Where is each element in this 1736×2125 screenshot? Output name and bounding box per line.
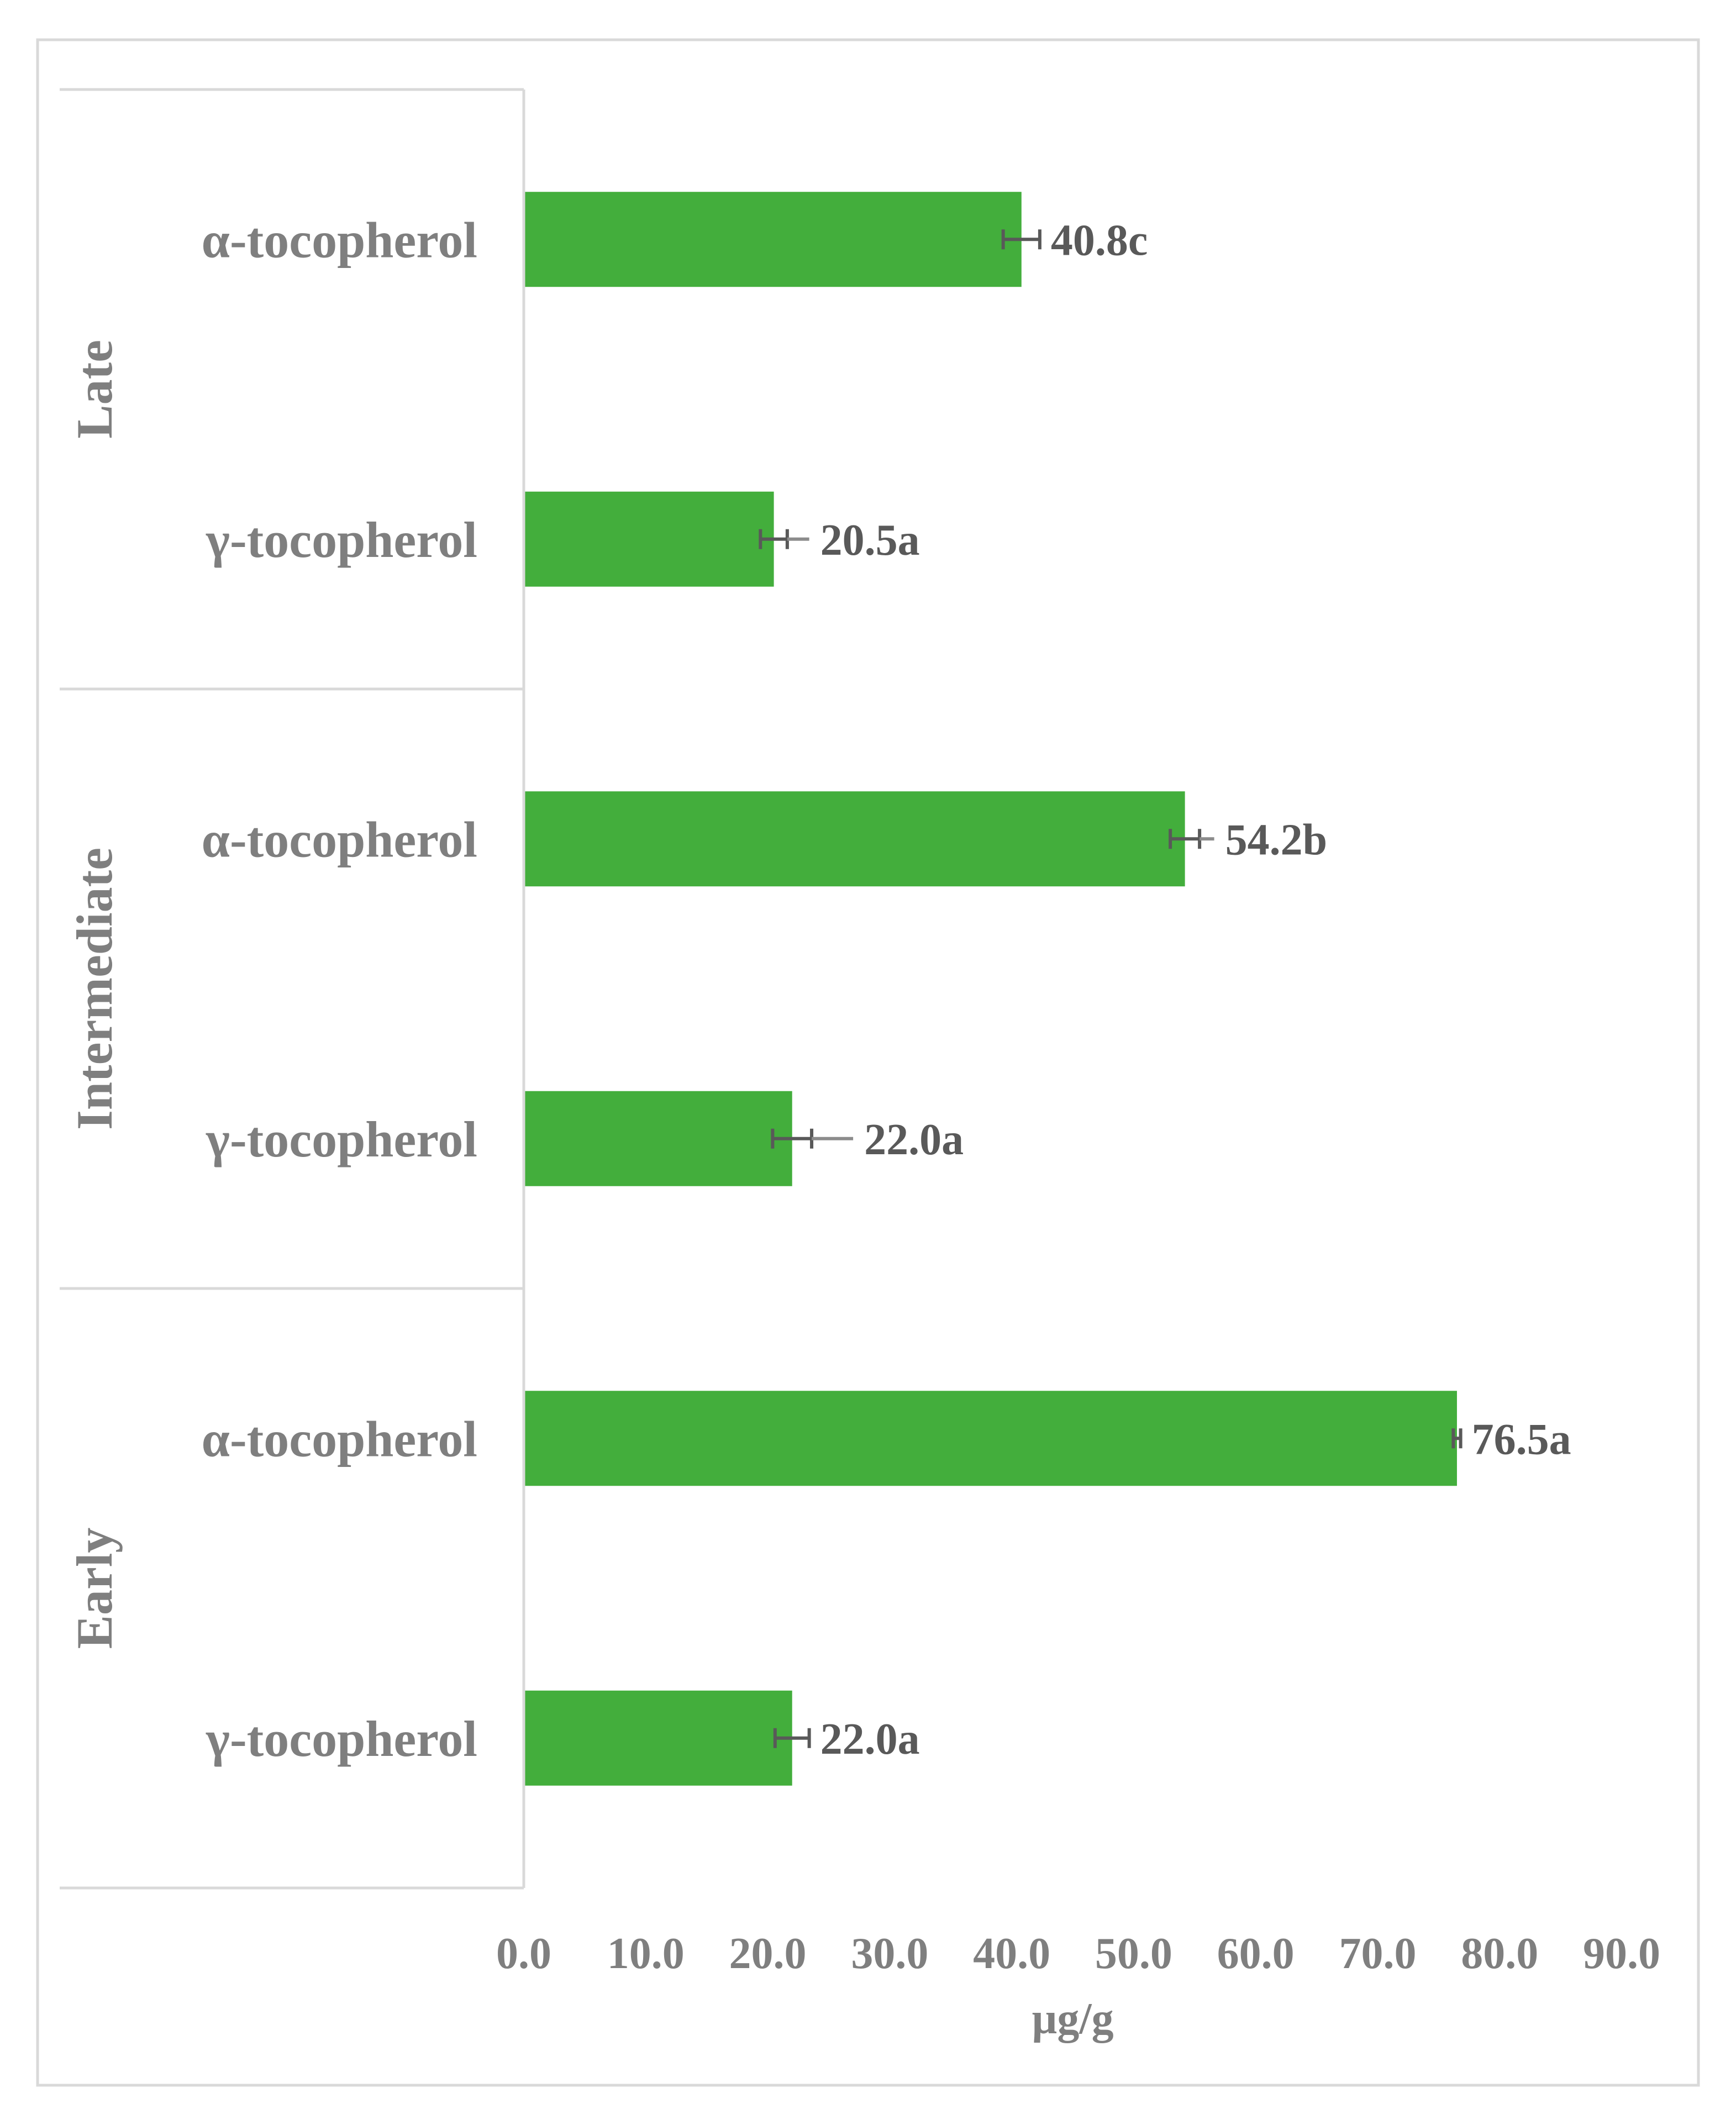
bars-layer — [524, 192, 1463, 1786]
category-label: γ-tocopherol — [206, 512, 477, 568]
x-tick-label: 10.0 — [607, 1929, 685, 1978]
x-axis-title: µg/g — [1032, 1995, 1113, 2043]
category-label: α-tocopherol — [202, 811, 477, 867]
data-label: 22.0a — [820, 1715, 920, 1764]
x-tick-label: 30.0 — [851, 1929, 928, 1978]
bar — [524, 192, 1022, 287]
data-label: 22.0a — [864, 1116, 964, 1164]
x-axis: 0.0 10.0 20.0 30.0 40.0 50.0 60.0 70.0 80.0 90.0 µ… — [60, 88, 1660, 2043]
group-label: Early — [66, 1528, 123, 1649]
group-label: Intermediate — [66, 848, 123, 1130]
bar — [524, 791, 1185, 887]
chart-frame — [36, 38, 1700, 2087]
bar — [524, 491, 774, 587]
labels-layer: Late α-tocopherol 40.8c γ-tocopherol 20.5a In… — [66, 212, 1571, 1767]
data-label: 76.5a — [1472, 1415, 1571, 1464]
data-label: 40.8c — [1051, 216, 1148, 265]
x-tick-label: 90.0 — [1583, 1929, 1660, 1978]
x-tick-label: 70.0 — [1339, 1929, 1416, 1978]
group-label: Late — [66, 340, 123, 439]
category-label: α-tocopherol — [202, 1411, 477, 1467]
bar — [524, 1391, 1457, 1486]
category-label: γ-tocopherol — [206, 1711, 477, 1767]
x-tick-label: 60.0 — [1217, 1929, 1295, 1978]
x-tick-label: 80.0 — [1461, 1929, 1538, 1978]
category-label: α-tocopherol — [202, 212, 477, 268]
x-tick-label: 40.0 — [973, 1929, 1050, 1978]
x-tick-label: 50.0 — [1095, 1929, 1172, 1978]
data-label: 20.5a — [820, 516, 920, 565]
x-tick-label: 20.0 — [729, 1929, 807, 1978]
bar — [524, 1690, 792, 1786]
data-label: 54.2b — [1225, 816, 1328, 864]
x-tick-label: 0.0 — [496, 1929, 551, 1978]
bar — [524, 1091, 792, 1186]
category-label: γ-tocopherol — [206, 1111, 477, 1167]
